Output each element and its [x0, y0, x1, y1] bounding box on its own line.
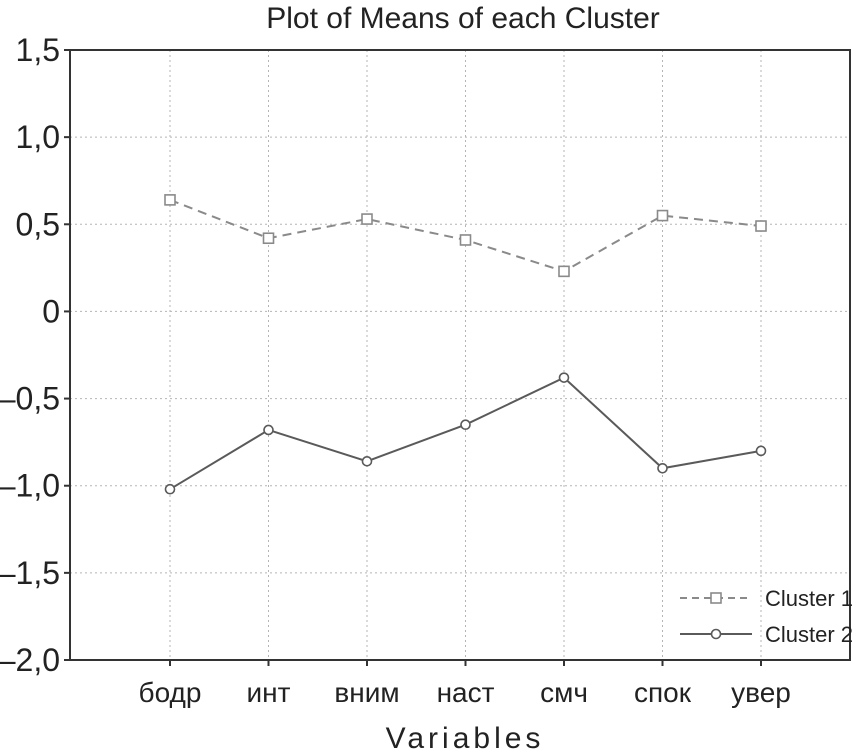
data-point — [164, 194, 176, 206]
series — [164, 194, 767, 495]
data-point — [361, 456, 373, 467]
data-point — [558, 265, 570, 278]
data-point — [558, 372, 570, 383]
series-line-2 — [169, 376, 762, 491]
legend-entry: Cluster 2 — [680, 622, 853, 647]
x-tick-label: инт — [247, 677, 291, 708]
y-tick-label: –0,5 — [0, 381, 60, 417]
y-tick-label: 1,5 — [16, 32, 60, 68]
data-point — [657, 462, 668, 474]
chart-title: Plot of Means of each Cluster — [266, 2, 660, 35]
y-tick-label: 0 — [42, 293, 60, 329]
grid — [70, 50, 850, 660]
data-point — [755, 445, 767, 457]
x-tick-label: увер — [731, 677, 791, 708]
legend-marker — [710, 592, 722, 604]
legend: Cluster 1 Cluster 2 — [680, 586, 853, 647]
x-tick-label: бодр — [139, 677, 202, 708]
data-point — [164, 483, 176, 495]
x-axis-label: Variables — [386, 722, 545, 752]
y-tick-label: 1,0 — [16, 119, 60, 155]
data-point — [656, 209, 669, 222]
x-tick-label: смч — [540, 677, 588, 708]
data-point — [459, 234, 472, 246]
y-tick-label: –2,0 — [0, 642, 60, 678]
data-point — [262, 232, 275, 245]
legend-entry: Cluster 1 — [680, 586, 853, 611]
x-tick-label: вним — [334, 677, 399, 708]
legend-marker — [710, 628, 722, 640]
data-point — [361, 213, 373, 225]
x-tick-label: наст — [437, 677, 495, 708]
data-point — [263, 424, 274, 436]
x-tick-label: спок — [634, 677, 692, 708]
legend-label: Cluster 2 — [765, 622, 853, 647]
y-tick-label: –1,5 — [0, 555, 60, 591]
data-point — [460, 419, 471, 431]
plot-frame — [69, 49, 851, 661]
legend-label: Cluster 1 — [765, 586, 853, 611]
y-tick-label: 0,5 — [16, 206, 60, 242]
y-tick-label: –1,0 — [0, 468, 60, 504]
x-axis-ticks: бодр инт вним наст смч спок увер — [139, 660, 791, 708]
y-axis-ticks: 1,5 1,0 0,5 0 –0,5 –1,0 –1,5 –2,0 — [0, 32, 70, 678]
data-point — [755, 220, 767, 232]
